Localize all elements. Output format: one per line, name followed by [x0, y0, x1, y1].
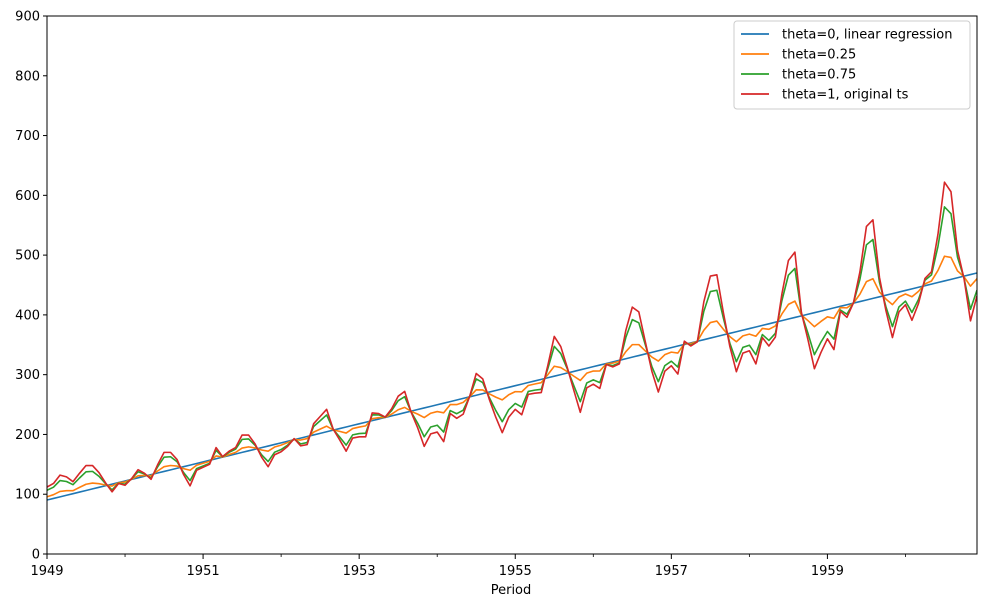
x-tick-label: 1957	[655, 564, 688, 579]
series-layer	[47, 181, 977, 501]
y-tick-label: 400	[15, 308, 40, 323]
x-tick-label: 1955	[499, 564, 532, 579]
y-tick-label: 300	[15, 368, 40, 383]
y-tick-label: 100	[15, 488, 40, 503]
legend-frame	[733, 20, 971, 110]
x-tick-label: 1959	[811, 564, 844, 579]
y-tick-label: 800	[15, 69, 40, 84]
x-tick-label: 1949	[30, 564, 63, 579]
y-axis: 0 100 200 300 400 500 600 700 800 900	[15, 10, 47, 563]
y-tick-label: 200	[15, 428, 40, 443]
legend-label: theta=0.75	[782, 68, 856, 83]
y-tick-label: 700	[15, 129, 40, 144]
x-axis: 1949 1951 1953 1955 1957 1959	[30, 554, 906, 579]
plot-frame	[46, 15, 978, 555]
x-tick-label: 1951	[187, 564, 220, 579]
y-tick-label: 900	[15, 10, 40, 25]
series-line-3	[47, 181, 977, 493]
series-line-1	[47, 255, 977, 498]
legend-label: theta=0, linear regression	[782, 28, 952, 43]
x-tick-label: 1953	[343, 564, 376, 579]
x-axis-label: Period	[491, 583, 532, 598]
legend: theta=0, linear regression theta=0.25 thet…	[733, 20, 971, 110]
legend-label: theta=0.25	[782, 48, 856, 63]
y-tick-label: 600	[15, 189, 40, 204]
legend-label: theta=1, original ts	[782, 88, 909, 103]
y-tick-label: 500	[15, 249, 40, 264]
series-line-0	[47, 272, 977, 501]
series-line-2	[47, 206, 977, 492]
y-tick-label: 0	[32, 548, 40, 563]
